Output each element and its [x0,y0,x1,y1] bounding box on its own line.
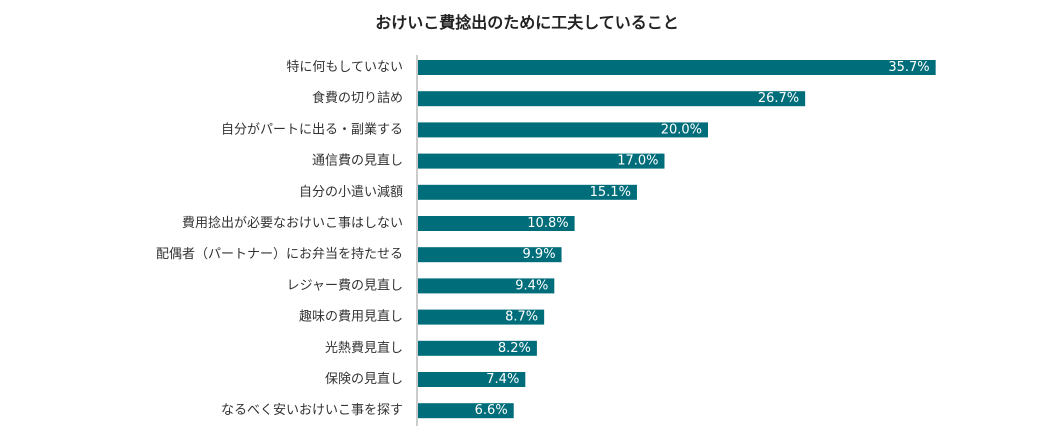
bar [418,153,665,169]
value-label: 9.9% [523,247,556,262]
bars-layer: 特に何もしていない 35.7% 食費の切り詰め 26.7% 自分がパートに出る・副業する… [156,59,936,419]
bar [418,91,806,107]
category-label: なるべく安いおけいこ事を探す [221,403,403,418]
category-label: 趣味の費用見直し [299,310,403,325]
bar-group: 自分の小遣い減額 15.1% [299,184,637,200]
bar-group: 趣味の費用見直し 8.7% [299,309,545,325]
value-label: 7.4% [486,372,519,387]
bar [418,403,514,419]
bar-group: 費用捻出が必要なおけいこ事はしない 10.8% [182,216,575,231]
bar [418,372,526,387]
bar-group: なるべく安いおけいこ事を探す 6.6% [221,403,514,419]
value-label: 8.2% [498,341,531,356]
category-label: レジャー費の見直し [287,278,403,293]
category-label: 食費の切り詰め [312,90,403,106]
category-label: 配偶者（パートナー）にお弁当を持たせる [156,247,403,262]
bar [418,216,575,231]
value-label: 35.7% [888,60,929,75]
bar [418,340,537,356]
bar [418,309,545,325]
category-label: 自分の小遣い減額 [299,184,403,200]
category-label: 光熱費見直し [325,341,403,356]
value-label: 6.6% [475,403,508,418]
value-label: 26.7% [758,91,799,106]
value-label: 10.8% [527,216,568,231]
chart-title: おけいこ費捻出のために工夫していること [375,13,679,32]
bar-group: 特に何もしていない 35.7% [286,59,936,75]
category-label: 保険の見直し [325,372,403,387]
bar-group: レジャー費の見直し 9.4% [287,278,555,294]
value-label: 9.4% [515,278,548,293]
value-label: 15.1% [590,185,631,200]
bar [418,184,637,200]
bar-group: 食費の切り詰め 26.7% [312,90,806,107]
value-label: 17.0% [617,154,658,169]
category-label: 費用捻出が必要なおけいこ事はしない [182,216,403,231]
bar-group: 配偶者（パートナー）にお弁当を持たせる 9.9% [156,247,562,263]
bar [418,60,936,75]
bar [418,247,562,263]
value-label: 20.0% [661,122,702,137]
bar [418,122,708,138]
category-label: 特に何もしていない [286,59,403,75]
bar [418,278,555,294]
category-label: 自分がパートに出る・副業する [221,121,403,137]
value-label: 8.7% [505,310,538,325]
bar-group: 自分がパートに出る・副業する 20.0% [221,121,708,138]
bar-group: 通信費の見直し 17.0% [312,153,665,169]
category-label: 通信費の見直し [312,154,403,169]
bar-group: 保険の見直し 7.4% [325,372,526,387]
bar-group: 光熱費見直し 8.2% [325,340,537,356]
